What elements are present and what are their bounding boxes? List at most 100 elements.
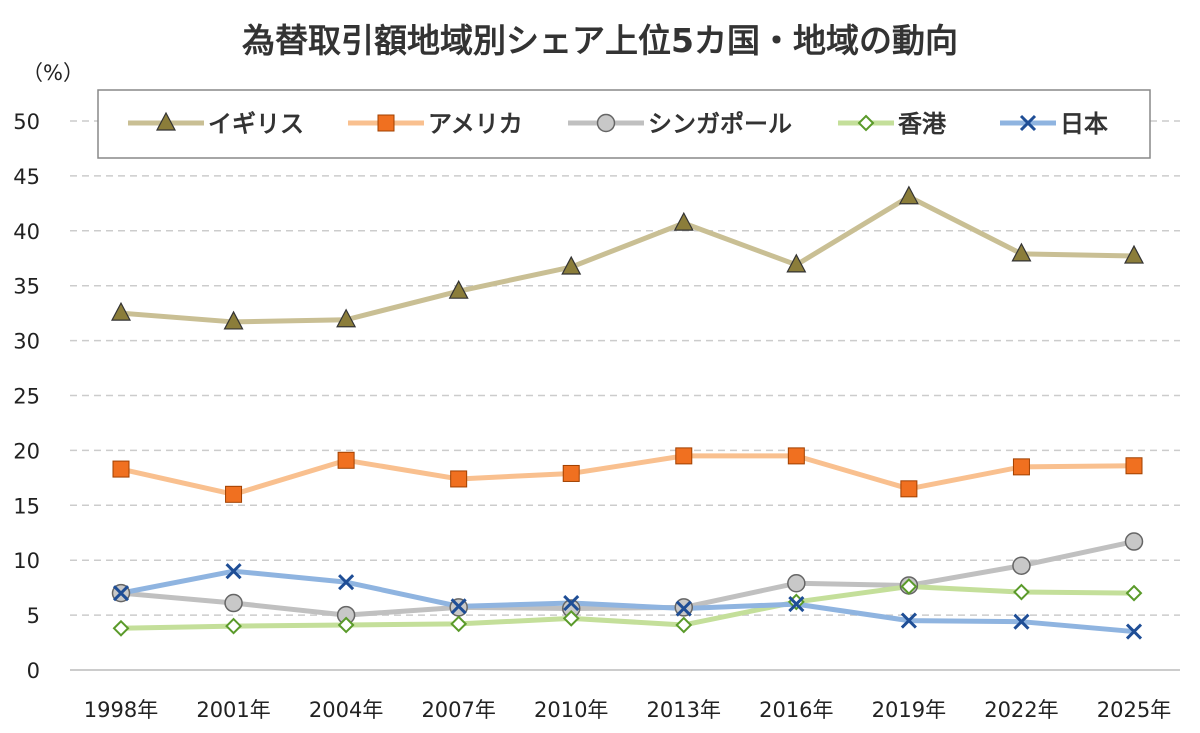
data-point [111,301,131,321]
data-point [673,211,694,231]
legend-marker [857,114,875,132]
data-point [675,447,693,465]
data-point [1012,458,1030,476]
data-point [788,596,805,613]
data-point [1125,623,1143,640]
marker-stroke [675,600,692,617]
y-tick-label: 25 [13,385,40,409]
x-tick-label: 2016年 [759,698,833,722]
data-point [900,612,917,629]
data-point [563,594,580,612]
y-tick-label: 5 [27,604,40,628]
legend-marker [596,113,616,133]
data-point [1011,242,1032,262]
data-point [1012,556,1031,575]
legend-label: アメリカ [428,110,523,138]
legend-label: イギリス [208,110,304,138]
series-イギリス [120,194,1135,325]
data-point [787,574,806,593]
data-point [675,616,693,634]
series-line [120,453,1135,497]
marker-stroke [338,574,355,591]
y-tick-label: 50 [13,110,40,134]
x-tick-label: 2022年 [984,698,1058,722]
legend-label: 日本 [1060,110,1108,138]
legend-marker [156,111,176,131]
y-axis-unit: （%） [22,61,84,85]
series-line [120,584,1135,631]
marker-stroke [1125,623,1143,640]
data-point [337,616,355,634]
y-tick-label: 35 [13,275,40,299]
y-tick-label: 20 [13,439,40,463]
data-point [225,617,242,635]
legend-marker [377,114,395,132]
legend-marker [1019,114,1037,132]
legend: イギリス アメリカ シンガポール 香港 日本 [97,89,1151,159]
data-point [787,447,805,465]
series-markers [112,447,1143,503]
series-markers [112,563,1143,640]
data-point [1124,532,1144,551]
series-アメリカ [120,453,1135,497]
data-point [224,593,243,613]
data-point [898,185,919,205]
x-tick-label: 2013年 [647,698,721,722]
x-tick-label: 2007年 [421,698,495,722]
data-point [112,460,130,478]
data-point [450,615,468,633]
data-point [1125,457,1143,475]
data-point [450,470,468,488]
series-日本 [120,568,1135,635]
marker-stroke [900,612,917,629]
data-point [112,619,130,637]
data-point [223,310,244,330]
data-point [337,451,355,469]
series-香港 [120,584,1135,631]
data-point [562,464,580,482]
x-tick-label: 2001年 [196,698,270,722]
data-point [786,253,807,273]
legend-label: シンガポール [648,110,792,138]
data-point [675,600,692,617]
legend-item: シンガポール [568,110,792,138]
legend-label: 香港 [898,110,947,138]
y-tick-label: 10 [13,549,40,573]
chart-title: 為替取引額地域別シェア上位5カ国・地域の動向 [242,21,958,60]
data-point [900,480,918,498]
marker-stroke [225,563,242,580]
y-tick-label: 45 [13,165,40,189]
data-point [112,585,130,602]
data-point [225,485,243,503]
data-point [338,574,355,591]
marker-stroke [450,598,467,615]
x-tick-label: 2019年 [872,698,946,722]
y-tick-label: 15 [13,494,40,518]
legend-item: アメリカ [348,110,523,138]
marker-stroke [1019,114,1037,132]
data-point [561,255,582,275]
data-point [448,279,469,299]
data-point [225,563,242,580]
x-tick-label: 2004年 [309,698,383,722]
legend-item: 日本 [1000,110,1108,138]
x-tick-label: 1998年 [84,698,158,722]
y-tick-label: 0 [27,659,40,683]
data-point [562,609,580,627]
data-point [450,598,467,615]
y-tick-label: 30 [13,330,40,354]
y-tick-label: 40 [13,220,40,244]
marker-stroke [112,585,130,602]
data-point [1013,583,1030,601]
series-markers [111,185,1144,330]
x-tick-label: 2010年 [534,698,608,722]
marker-stroke [788,596,805,613]
series-markers [112,578,1143,637]
data-point [336,308,357,328]
marker-stroke [1013,613,1030,630]
legend-box [97,89,1151,159]
legend-item: イギリス [128,110,304,138]
legend-item: 香港 [838,110,947,138]
data-point [1124,244,1144,264]
